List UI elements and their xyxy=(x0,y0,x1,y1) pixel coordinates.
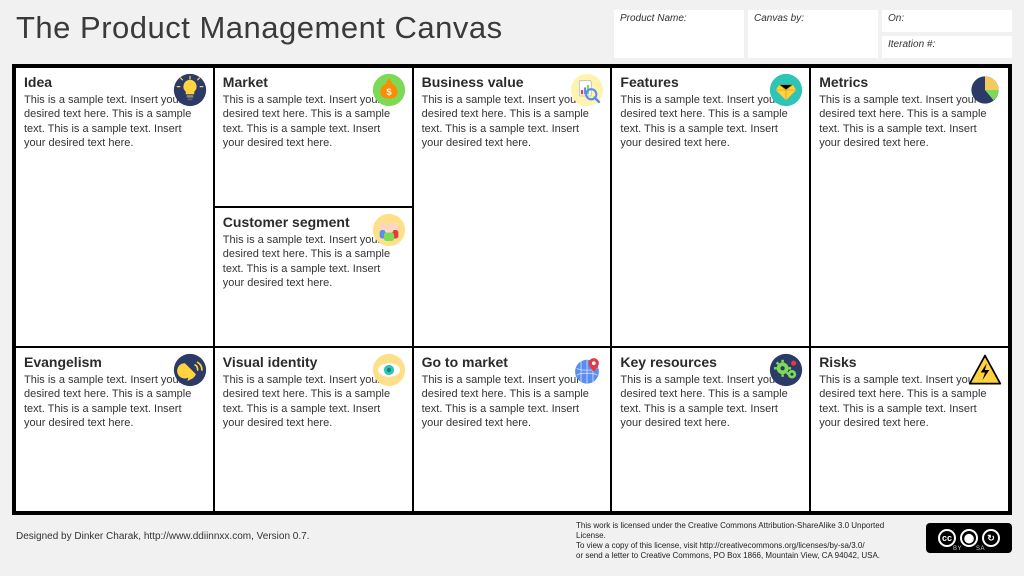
cc-icon: cc xyxy=(938,529,956,547)
cell-idea[interactable]: Idea This is a sample text. Insert your … xyxy=(15,67,214,347)
meta-iteration[interactable]: Iteration #: xyxy=(882,36,1012,58)
svg-text:$: $ xyxy=(386,87,392,97)
cell-market[interactable]: $ Market This is a sample text. Insert y… xyxy=(214,67,413,207)
cell-risks[interactable]: Risks This is a sample text. Insert your… xyxy=(810,347,1009,512)
diamond-icon xyxy=(769,73,803,107)
license-line: This work is licensed under the Creative… xyxy=(576,521,916,541)
search-doc-icon xyxy=(570,73,604,107)
people-icon xyxy=(372,213,406,247)
by-icon: ⬤ xyxy=(960,529,978,547)
cell-customer-segment[interactable]: Customer segment This is a sample text. … xyxy=(214,207,413,347)
cell-features[interactable]: Features This is a sample text. Insert y… xyxy=(611,67,810,347)
cc-by-sa-badge: cc ⬤ ↻ BY SA xyxy=(926,523,1012,553)
canvas-grid: Idea This is a sample text. Insert your … xyxy=(12,64,1012,515)
license-line: or send a letter to Creative Commons, PO… xyxy=(576,551,916,561)
cell-key-resources[interactable]: Key resources This is a sample text. Ins… xyxy=(611,347,810,512)
cell-visual-identity[interactable]: Visual identity This is a sample text. I… xyxy=(214,347,413,512)
cell-metrics[interactable]: Metrics This is a sample text. Insert yo… xyxy=(810,67,1009,347)
lightbulb-icon xyxy=(173,73,207,107)
header-row: The Product Management Canvas Product Na… xyxy=(12,10,1012,58)
cell-evangelism[interactable]: Evangelism This is a sample text. Insert… xyxy=(15,347,214,512)
meta-grid: Product Name: Canvas by: On: Iteration #… xyxy=(614,10,1012,58)
piechart-icon xyxy=(968,73,1002,107)
license-text: This work is licensed under the Creative… xyxy=(576,521,916,561)
globe-pin-icon xyxy=(570,353,604,387)
footer-row: Designed by Dinker Charak, http://www.dd… xyxy=(12,521,1012,561)
cell-go-to-market[interactable]: Go to market This is a sample text. Inse… xyxy=(413,347,612,512)
meta-canvas-by[interactable]: Canvas by: xyxy=(748,10,878,58)
designed-by: Designed by Dinker Charak, http://www.dd… xyxy=(12,521,566,542)
by-label: BY xyxy=(953,546,962,552)
sa-label: SA xyxy=(976,546,985,552)
moneybag-icon: $ xyxy=(372,73,406,107)
gears-icon xyxy=(769,353,803,387)
license-line: To view a copy of this license, visit ht… xyxy=(576,541,916,551)
meta-on[interactable]: On: xyxy=(882,10,1012,32)
page-title: The Product Management Canvas xyxy=(12,10,602,46)
meta-product-name[interactable]: Product Name: xyxy=(614,10,744,58)
speak-icon xyxy=(173,353,207,387)
eye-icon xyxy=(372,353,406,387)
sa-icon: ↻ xyxy=(982,529,1000,547)
cell-business-value[interactable]: Business value This is a sample text. In… xyxy=(413,67,612,347)
hazard-icon xyxy=(968,353,1002,387)
